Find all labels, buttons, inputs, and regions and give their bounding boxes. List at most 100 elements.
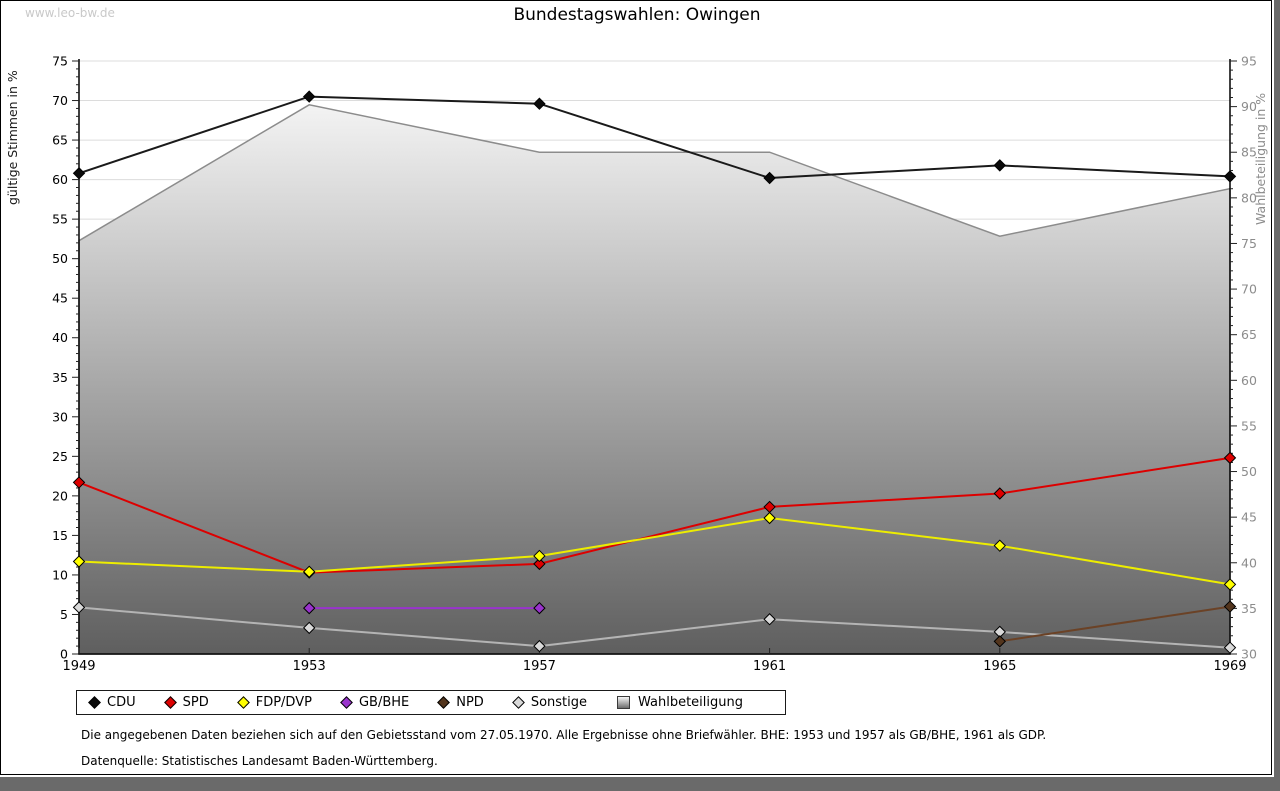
axes <box>78 59 1231 655</box>
right-tick-label: 85 <box>1241 145 1257 160</box>
left-tick-label: 55 <box>52 212 68 227</box>
series-markers-sonstige <box>72 601 1237 654</box>
marker-cdu-1949 <box>72 167 86 180</box>
left-tick-label: 25 <box>52 449 68 464</box>
right-tick-label: 90 <box>1241 99 1257 114</box>
right-tick-label: 35 <box>1241 601 1257 616</box>
legend-square-icon-wahlbeteiligung <box>617 696 630 709</box>
series-markers-gb-bhe <box>302 601 546 615</box>
marker-gb-bhe-1953 <box>302 601 316 615</box>
series-markers-npd <box>993 600 1237 648</box>
right-tick-label: 65 <box>1241 327 1257 342</box>
left-tick-label: 50 <box>52 251 68 266</box>
left-tick-label: 75 <box>52 54 68 69</box>
series-line-npd <box>999 605 1231 643</box>
marker-fdp-dvp-1961 <box>763 511 776 525</box>
left-tick-label: 10 <box>52 567 68 582</box>
right-tick-label: 30 <box>1241 647 1257 662</box>
right-tick-label: 75 <box>1241 236 1257 251</box>
legend-diamond-icon-gb-bhe <box>340 696 353 709</box>
marker-cdu-1953 <box>302 90 316 103</box>
right-tick-label: 80 <box>1241 190 1257 205</box>
left-tick-label: 60 <box>52 172 68 187</box>
marker-spd-1957 <box>533 557 546 571</box>
frame-shadow-right <box>1274 0 1280 791</box>
legend-item-spd: SPD <box>163 695 209 710</box>
legend-item-sonstige: Sonstige <box>511 695 587 710</box>
marker-spd-1965 <box>993 487 1007 500</box>
watermark-link[interactable]: www.leo-bw.de <box>25 6 115 20</box>
series-segment-cdu <box>78 95 1231 180</box>
legend-diamond-icon-spd <box>163 696 177 709</box>
area-wahlbeteiligung <box>78 104 1231 655</box>
x-tick-label: 1953 <box>293 659 326 674</box>
marker-sonstige-1949 <box>72 601 86 614</box>
left-tick-label: 70 <box>52 93 68 108</box>
series-line-fdp-dvp <box>78 516 1231 586</box>
marker-fdp-dvp-1953 <box>302 565 316 578</box>
marker-fdp-dvp-1969 <box>1223 578 1237 591</box>
series-segment-npd <box>999 605 1231 643</box>
marker-npd-1965 <box>993 635 1007 648</box>
legend-diamond-icon-npd <box>437 696 451 709</box>
x-tick-label: 1969 <box>1213 659 1246 674</box>
left-tick-label: 30 <box>52 409 68 424</box>
marker-sonstige-1957 <box>533 639 546 653</box>
legend-item-wahlbeteiligung: Wahlbeteiligung <box>617 695 743 710</box>
marker-cdu-1969 <box>1223 170 1237 183</box>
right-tick-label: 50 <box>1241 464 1257 479</box>
marker-cdu-1957 <box>533 97 546 110</box>
right-tick-label: 70 <box>1241 282 1257 297</box>
right-tick-label: 95 <box>1241 54 1257 69</box>
series-line-cdu <box>78 95 1231 180</box>
left-tick-label: 5 <box>60 607 68 622</box>
left-tick-label: 35 <box>52 370 68 385</box>
left-tick-label: 45 <box>52 291 68 306</box>
series-segment-fdp-dvp <box>78 516 1231 586</box>
marker-npd-1969 <box>1223 600 1237 613</box>
legend-diamond-icon-cdu <box>88 696 101 709</box>
right-tick-label: 55 <box>1241 418 1257 433</box>
marker-spd-1949 <box>72 476 86 489</box>
marker-fdp-dvp-1965 <box>993 539 1007 552</box>
chart-page: www.leo-bw.de Bundestagswahlen: Owingen … <box>0 0 1272 775</box>
marker-sonstige-1961 <box>763 613 776 626</box>
legend-label: Wahlbeteiligung <box>638 695 744 710</box>
left-tick-label: 15 <box>52 528 68 543</box>
marker-fdp-dvp-1957 <box>533 549 546 563</box>
legend-label: FDP/DVP <box>255 695 312 710</box>
x-tick-label: 1957 <box>523 659 556 674</box>
legend-label: Sonstige <box>530 695 587 710</box>
x-tick-label: 1965 <box>983 659 1016 674</box>
series-line-spd <box>78 456 1231 574</box>
right-tick-label: 45 <box>1241 510 1257 525</box>
marker-gb-bhe-1957 <box>533 601 546 615</box>
x-tick-label: 1961 <box>753 659 786 674</box>
legend-item-cdu: CDU <box>88 695 136 710</box>
left-tick-label: 65 <box>52 133 68 148</box>
footnote-gebietsstand: Die angegebenen Daten beziehen sich auf … <box>81 728 1047 742</box>
chart-svg: 0 5 10 15 20 25 30 35 40 45 50 55 60 65 70 75 30 35 40 45 50… <box>52 54 1257 675</box>
legend-label: GB/BHE <box>358 695 410 710</box>
legend-item-npd: NPD <box>437 695 484 710</box>
right-tick-label: 40 <box>1241 555 1257 570</box>
left-tick-label: 20 <box>52 488 68 503</box>
marker-sonstige-1969 <box>1223 641 1237 654</box>
series-segment-spd <box>78 456 1231 574</box>
x-tick-label: 1949 <box>62 659 95 674</box>
marker-sonstige-1953 <box>302 621 316 635</box>
footnote-datenquelle: Datenquelle: Statistisches Landesamt Bad… <box>81 754 438 768</box>
right-axis-title: Wahlbeteiligung in % <box>1253 92 1268 226</box>
frame-shadow-bottom <box>0 777 1280 791</box>
legend: CDU SPD FDP/DVP GB/BHE NPD Sonstige Wahlbeteil… <box>76 690 786 715</box>
marker-fdp-dvp-1949 <box>72 555 86 568</box>
legend-label: SPD <box>182 695 209 710</box>
marker-cdu-1961 <box>763 171 776 185</box>
chart-title: Bundestagswahlen: Owingen <box>513 5 761 25</box>
marker-spd-1969 <box>1223 451 1237 465</box>
marker-cdu-1965 <box>993 159 1007 172</box>
left-axis-title: gültige Stimmen in % <box>5 70 20 206</box>
plot-area: 0 5 10 15 20 25 30 35 40 45 50 55 60 65 70 75 30 35 40 45 50… <box>1 1 1280 701</box>
legend-diamond-icon-sonstige <box>511 696 525 709</box>
series-markers-fdp-dvp <box>72 511 1237 591</box>
